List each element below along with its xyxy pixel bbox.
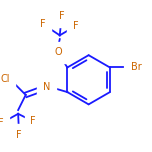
Text: N: N: [43, 82, 50, 92]
Text: F: F: [30, 116, 36, 126]
Text: O: O: [54, 47, 62, 57]
Text: Cl: Cl: [0, 74, 10, 84]
Text: F: F: [73, 21, 79, 31]
Text: Br: Br: [131, 62, 142, 73]
Text: F: F: [16, 130, 22, 140]
Text: F: F: [0, 118, 4, 128]
Text: F: F: [59, 11, 64, 21]
Text: F: F: [40, 19, 46, 29]
